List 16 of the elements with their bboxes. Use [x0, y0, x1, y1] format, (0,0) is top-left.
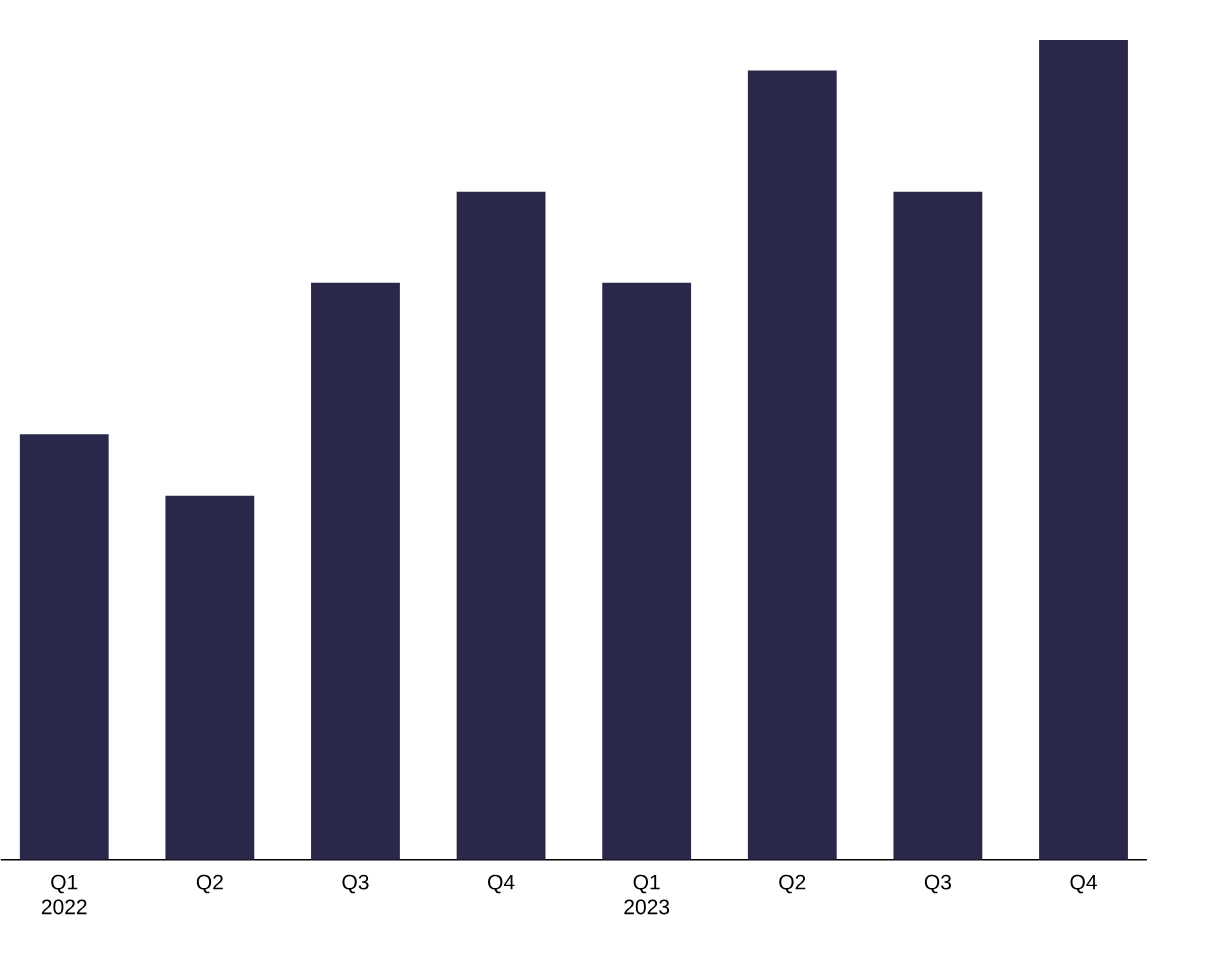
- bar: [311, 282, 400, 860]
- bar: [602, 282, 692, 860]
- x-tick-label: Q3: [924, 874, 951, 894]
- bar: [893, 191, 983, 860]
- x-tick-label: Q1 2022: [41, 874, 87, 915]
- x-tick-label: Q2: [779, 874, 806, 894]
- x-tick-label: Q1 2023: [624, 874, 670, 915]
- x-tick-label: Q4: [488, 874, 515, 894]
- x-tick-label: Q4: [1070, 874, 1097, 894]
- bar: [747, 70, 837, 860]
- x-tick-label: Q2: [196, 874, 223, 894]
- x-tick-label: Q3: [342, 874, 369, 894]
- bar: [456, 191, 546, 860]
- bar: [19, 434, 109, 860]
- bar: [1039, 39, 1128, 860]
- bar: [165, 495, 255, 860]
